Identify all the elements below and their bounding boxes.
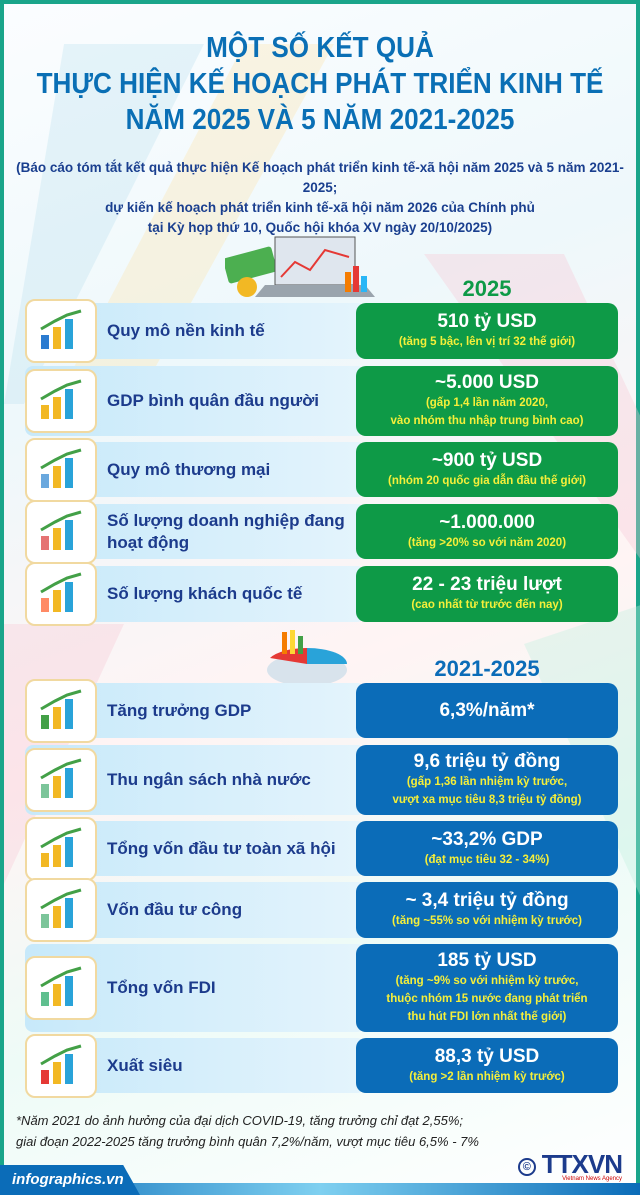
subtitle: (Báo cáo tóm tắt kết quả thực hiện Kế ho…: [0, 158, 640, 238]
stat-value-box: 88,3 tỷ USD (tăng >2 lần nhiệm kỳ trước): [356, 1038, 618, 1093]
stat-note: (nhóm 20 quốc gia dẫn đầu thế giới): [388, 474, 586, 487]
footnote: *Năm 2021 do ảnh hưởng của đại dịch COVI…: [16, 1110, 479, 1152]
stat-label: Xuất siêu: [107, 1055, 183, 1075]
footnote-line: *Năm 2021 do ảnh hưởng của đại dịch COVI…: [16, 1113, 464, 1128]
business-people-icon: [25, 499, 97, 564]
stat-row: Số lượng khách quốc tế 22 - 23 triệu lượ…: [25, 562, 618, 626]
stat-row: Thu ngân sách nhà nước 9,6 triệu tỷ đồng…: [25, 745, 618, 815]
section-heading-2021-2025: 2021-2025: [434, 656, 540, 681]
stat-label: Vốn đầu tư công: [107, 900, 243, 919]
copyright-icon: ©: [517, 1158, 536, 1176]
stat-note: (gấp 1,4 lần năm 2020,: [425, 397, 549, 409]
subtitle-line: tại Kỳ họp thứ 10, Quốc hội khóa XV ngày…: [147, 220, 493, 235]
stat-label: Thu ngân sách nhà nước: [107, 770, 311, 789]
title-line: NĂM 2025 VÀ 5 NĂM 2021-2025: [125, 104, 515, 136]
logo-text: TTXVN: [541, 1149, 623, 1179]
stat-row: Quy mô thương mại ~900 tỷ USD (nhóm 20 qu…: [25, 437, 618, 502]
stat-note: (đạt mục tiêu 32 - 34%): [424, 853, 550, 866]
stat-value-box: 185 tỷ USD (tăng ~9% so với nhiệm kỳ trướ…: [356, 944, 618, 1032]
stat-value: 22 - 23 triệu lượt: [412, 574, 562, 595]
stat-label: Tổng vốn đầu tư toàn xã hội: [107, 838, 336, 858]
page-title: MỘT SỐ KẾT QUẢ THỰC HIỆN KẾ HOẠCH PHÁT T…: [32, 30, 608, 138]
stat-note: (gấp 1,36 lần nhiệm kỳ trước,: [406, 776, 568, 788]
stat-label: Tăng trưởng GDP: [107, 700, 252, 720]
stat-row: GDP bình quân đầu người ~5.000 USD (gấp 1…: [25, 366, 618, 436]
dollar-coins-icon: [25, 816, 97, 881]
stat-label: Quy mô thương mại: [107, 459, 271, 479]
stat-note: (cao nhất từ trước đến nay): [411, 599, 563, 611]
stat-value: 185 tỷ USD: [437, 950, 537, 971]
stat-value: 6,3%/năm*: [439, 699, 535, 721]
pie-chart-illustration: [267, 630, 347, 686]
stat-value-box: ~1.000.000 (tăng >20% so với năm 2020): [356, 504, 618, 559]
footnote-line: giai đoạn 2022-2025 tăng trưởng bình quâ…: [16, 1134, 479, 1149]
stat-value-box: ~ 3,4 triệu tỷ đồng (tăng ~55% so với nhi…: [356, 882, 618, 938]
stat-value-box: 510 tỷ USD (tăng 5 bậc, lên vị trí 32 thế…: [356, 303, 618, 359]
globe-chart-icon: [25, 299, 97, 363]
stat-row: Số lượng doanh nghiệp đang hoạt động ~1.…: [25, 499, 618, 564]
stat-value: 88,3 tỷ USD: [434, 1045, 540, 1067]
title-line: THỰC HIỆN KẾ HOẠCH PHÁT TRIỂN KINH TẾ: [36, 68, 604, 100]
site-link[interactable]: infographics.vn: [0, 1165, 140, 1195]
logo-subtext: Vietnam News Agency: [562, 1176, 622, 1182]
bar-chart-icon: [25, 678, 97, 743]
stat-label: GDP bình quân đầu người: [107, 391, 320, 410]
stat-value: ~33,2% GDP: [431, 828, 543, 850]
trade-plane-globe-icon: [25, 437, 97, 502]
stat-label: Tổng vốn FDI: [107, 978, 216, 997]
stat-row: Quy mô nền kinh tế 510 tỷ USD (tăng 5 bậc…: [25, 299, 618, 363]
stat-note: thu hút FDI lớn nhất thế giới): [407, 1011, 567, 1023]
stat-value: ~5.000 USD: [434, 372, 540, 393]
stat-note: vượt xa mục tiêu 8,3 triệu tỷ đồng): [392, 794, 582, 806]
stat-note: (tăng >20% so với năm 2020): [407, 536, 567, 549]
export-import-icon: [25, 1033, 97, 1098]
tourists-icon: [25, 562, 97, 626]
money-stack-icon: [25, 748, 97, 812]
subtitle-line: dự kiến kế hoạch phát triển kinh tế-xã h…: [105, 200, 535, 215]
stat-value: ~900 tỷ USD: [431, 449, 543, 471]
stat-row: Vốn đầu tư công ~ 3,4 triệu tỷ đồng (tăng…: [25, 878, 618, 942]
stat-label: Quy mô nền kinh tế: [107, 321, 265, 340]
stat-note: (tăng >2 lần nhiệm kỳ trước): [409, 1070, 565, 1083]
stat-value: ~1.000.000: [439, 511, 535, 533]
stat-value-box: 9,6 triệu tỷ đồng (gấp 1,36 lần nhiệm kỳ …: [356, 745, 618, 815]
stat-label: Số lượng doanh nghiệp đang hoạt động: [107, 510, 345, 552]
stat-row: Tổng vốn FDI 185 tỷ USD (tăng ~9% so với …: [25, 944, 618, 1032]
stat-value-box: ~5.000 USD (gấp 1,4 lần năm 2020, vào nhóm…: [356, 366, 618, 436]
stat-value-box: 22 - 23 triệu lượt (cao nhất từ trước đến…: [356, 566, 618, 622]
title-line: MỘT SỐ KẾT QUẢ: [206, 32, 434, 64]
stat-row: Tăng trưởng GDP 6,3%/năm*: [25, 678, 618, 743]
stat-note: thuộc nhóm 15 nước đang phát triển: [386, 993, 588, 1005]
stat-note: (tăng 5 bậc, lên vị trí 32 thế giới): [398, 336, 576, 348]
stat-value-box: ~33,2% GDP (đạt mục tiêu 32 - 34%): [356, 821, 618, 876]
stat-value: ~ 3,4 triệu tỷ đồng: [405, 890, 569, 911]
ttxvn-logo: © TTXVN Vietnam News Agency: [517, 1149, 623, 1182]
footer-strip: [0, 1183, 640, 1195]
stat-note: (tăng ~55% so với nhiệm kỳ trước): [392, 915, 582, 927]
laptop-money-illustration: [225, 236, 375, 297]
stat-value-box: ~900 tỷ USD (nhóm 20 quốc gia dẫn đầu thế…: [356, 442, 618, 497]
stat-row: Xuất siêu 88,3 tỷ USD (tăng >2 lần nhiệm …: [25, 1033, 618, 1098]
stat-note: (tăng ~9% so với nhiệm kỳ trước,: [395, 975, 579, 987]
stat-note: vào nhóm thu nhập trung bình cao): [390, 415, 584, 427]
section-heading-2025: 2025: [462, 276, 512, 301]
subtitle-line: (Báo cáo tóm tắt kết quả thực hiện Kế ho…: [16, 160, 624, 195]
stat-value-box: 6,3%/năm*: [356, 683, 618, 738]
stat-value: 9,6 triệu tỷ đồng: [413, 751, 561, 772]
stat-row: Tổng vốn đầu tư toàn xã hội ~33,2% GDP (đ…: [25, 816, 618, 881]
coins-growth-icon: [25, 369, 97, 433]
money-stack-icon: [25, 878, 97, 942]
stat-value: 510 tỷ USD: [437, 311, 537, 332]
stat-label: Số lượng khách quốc tế: [107, 584, 303, 603]
money-plant-icon: [25, 956, 97, 1020]
